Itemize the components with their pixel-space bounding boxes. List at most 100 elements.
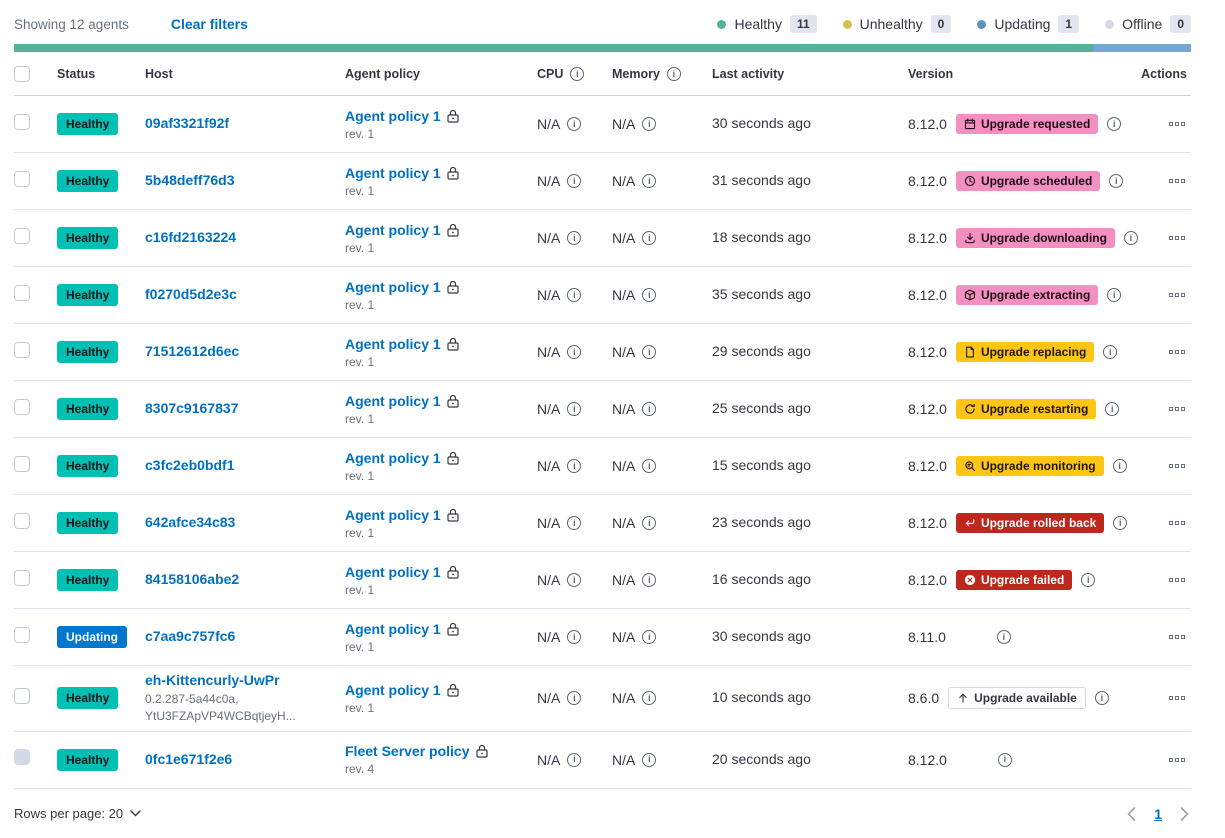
policy-link[interactable]: Agent policy 1 bbox=[345, 278, 441, 295]
host-link[interactable]: eh-Kittencurly-UwPr bbox=[145, 672, 280, 688]
upgrade-details-info-icon[interactable]: i bbox=[1123, 231, 1138, 245]
policy-link[interactable]: Agent policy 1 bbox=[345, 392, 441, 409]
upgrade-details-info-icon[interactable]: i bbox=[1081, 573, 1096, 587]
cpu-value-info-icon[interactable]: i bbox=[567, 630, 582, 644]
memory-value-info-icon[interactable]: i bbox=[642, 117, 657, 131]
cpu-value-info-icon[interactable]: i bbox=[567, 402, 582, 416]
host-link[interactable]: f0270d5d2e3c bbox=[145, 286, 237, 302]
upgrade-details-info-icon[interactable]: i bbox=[996, 630, 1011, 644]
row-checkbox[interactable] bbox=[14, 455, 30, 472]
previous-page-button[interactable] bbox=[1125, 805, 1138, 823]
policy-link[interactable]: Fleet Server policy bbox=[345, 743, 470, 760]
memory-value-info-icon[interactable]: i bbox=[642, 752, 657, 767]
host-link[interactable]: 84158106abe2 bbox=[145, 571, 240, 587]
memory-value-info-icon[interactable]: i bbox=[642, 573, 657, 587]
policy-link[interactable]: Agent policy 1 bbox=[345, 449, 441, 466]
row-checkbox[interactable] bbox=[14, 687, 30, 704]
row-checkbox[interactable] bbox=[14, 626, 30, 643]
actions-menu-button[interactable] bbox=[1167, 692, 1187, 704]
host-link[interactable]: 642afce34c83 bbox=[145, 514, 236, 530]
cpu-value: N/A bbox=[537, 173, 561, 189]
select-all-checkbox[interactable] bbox=[14, 66, 30, 82]
upgrade-details-info-icon[interactable]: i bbox=[1107, 288, 1122, 302]
cpu-value-info-icon[interactable]: i bbox=[567, 288, 582, 302]
actions-menu-button[interactable] bbox=[1167, 631, 1187, 643]
clear-filters-link[interactable]: Clear filters bbox=[170, 16, 248, 32]
policy-revision: rev. 1 bbox=[345, 525, 375, 540]
rows-per-page-button[interactable]: Rows per page: 20 bbox=[14, 806, 141, 821]
page-number-1[interactable]: 1 bbox=[1154, 805, 1162, 822]
upgrade-details-info-icon[interactable]: i bbox=[1113, 516, 1128, 530]
row-checkbox[interactable] bbox=[14, 113, 30, 130]
upgrade-details-info-icon[interactable]: i bbox=[1107, 117, 1122, 131]
row-checkbox[interactable] bbox=[14, 170, 30, 187]
row-checkbox[interactable] bbox=[14, 341, 30, 358]
memory-value-info-icon[interactable]: i bbox=[642, 174, 657, 188]
row-checkbox[interactable] bbox=[14, 227, 30, 244]
cpu-value-info-icon[interactable]: i bbox=[567, 231, 582, 245]
memory-value-info-icon[interactable]: i bbox=[642, 691, 657, 706]
policy-link[interactable]: Agent policy 1 bbox=[345, 164, 441, 181]
status-badge: Healthy bbox=[57, 170, 119, 192]
memory-value-info-icon[interactable]: i bbox=[642, 288, 657, 302]
memory-value-info-icon[interactable]: i bbox=[642, 231, 657, 245]
host-link[interactable]: 5b48deff76d3 bbox=[145, 172, 235, 188]
actions-menu-button[interactable] bbox=[1167, 574, 1187, 586]
cpu-value-info-icon[interactable]: i bbox=[567, 459, 582, 473]
upgrade-details-info-icon[interactable]: i bbox=[1094, 691, 1109, 706]
policy-revision: rev. 1 bbox=[345, 582, 375, 597]
actions-menu-button[interactable] bbox=[1167, 175, 1187, 187]
row-checkbox[interactable] bbox=[14, 398, 30, 415]
memory-value-info-icon[interactable]: i bbox=[642, 630, 657, 644]
host-link[interactable]: c16fd2163224 bbox=[145, 229, 237, 245]
table-row: Healthy c16fd2163224 Agent policy 1 rev.… bbox=[14, 210, 1191, 267]
upgrade-details-info-icon[interactable]: i bbox=[1105, 402, 1120, 416]
memory-info-icon[interactable]: i bbox=[666, 67, 681, 81]
row-checkbox[interactable] bbox=[14, 284, 30, 301]
table-row: Healthy 5b48deff76d3 Agent policy 1 rev.… bbox=[14, 153, 1191, 210]
upgrade-details-info-icon[interactable]: i bbox=[1112, 459, 1127, 473]
policy-link[interactable]: Agent policy 1 bbox=[345, 620, 441, 637]
policy-link[interactable]: Agent policy 1 bbox=[345, 107, 441, 124]
row-checkbox[interactable] bbox=[14, 569, 30, 586]
upgrade-details-info-icon[interactable]: i bbox=[1109, 174, 1124, 188]
cpu-value-info-icon[interactable]: i bbox=[567, 752, 582, 767]
host-link[interactable]: c7aa9c757fc6 bbox=[145, 628, 236, 644]
cpu-info-icon[interactable]: i bbox=[570, 67, 585, 81]
actions-menu-button[interactable] bbox=[1167, 118, 1187, 130]
cpu-value: N/A bbox=[537, 344, 561, 360]
memory-value-info-icon[interactable]: i bbox=[642, 345, 657, 359]
policy-link[interactable]: Agent policy 1 bbox=[345, 335, 441, 352]
upgrade-details-info-icon[interactable]: i bbox=[1103, 345, 1118, 359]
policy-link[interactable]: Agent policy 1 bbox=[345, 506, 441, 523]
memory-value-info-icon[interactable]: i bbox=[642, 516, 657, 530]
host-link[interactable]: c3fc2eb0bdf1 bbox=[145, 457, 235, 473]
policy-link[interactable]: Agent policy 1 bbox=[345, 681, 441, 698]
actions-menu-button[interactable] bbox=[1167, 517, 1187, 529]
memory-value-info-icon[interactable]: i bbox=[642, 459, 657, 473]
memory-value-info-icon[interactable]: i bbox=[642, 402, 657, 416]
cpu-value-info-icon[interactable]: i bbox=[567, 345, 582, 359]
row-checkbox[interactable] bbox=[14, 749, 30, 766]
host-link[interactable]: 8307c9167837 bbox=[145, 400, 239, 416]
cpu-value-info-icon[interactable]: i bbox=[567, 117, 582, 131]
host-link[interactable]: 71512612d6ec bbox=[145, 343, 240, 359]
cpu-value-info-icon[interactable]: i bbox=[567, 691, 582, 706]
actions-menu-button[interactable] bbox=[1167, 346, 1187, 358]
cpu-value-info-icon[interactable]: i bbox=[567, 516, 582, 530]
actions-menu-button[interactable] bbox=[1167, 754, 1187, 766]
column-header-policy: Agent policy bbox=[345, 67, 421, 81]
actions-menu-button[interactable] bbox=[1167, 289, 1187, 301]
actions-menu-button[interactable] bbox=[1167, 232, 1187, 244]
actions-menu-button[interactable] bbox=[1167, 460, 1187, 472]
policy-link[interactable]: Agent policy 1 bbox=[345, 221, 441, 238]
next-page-button[interactable] bbox=[1178, 805, 1191, 823]
upgrade-details-info-icon[interactable]: i bbox=[997, 752, 1012, 767]
cpu-value-info-icon[interactable]: i bbox=[567, 573, 582, 587]
cpu-value-info-icon[interactable]: i bbox=[567, 174, 582, 188]
host-link[interactable]: 09af3321f92f bbox=[145, 115, 230, 131]
row-checkbox[interactable] bbox=[14, 512, 30, 529]
policy-link[interactable]: Agent policy 1 bbox=[345, 563, 441, 580]
host-link[interactable]: 0fc1e671f2e6 bbox=[145, 750, 233, 767]
actions-menu-button[interactable] bbox=[1167, 403, 1187, 415]
